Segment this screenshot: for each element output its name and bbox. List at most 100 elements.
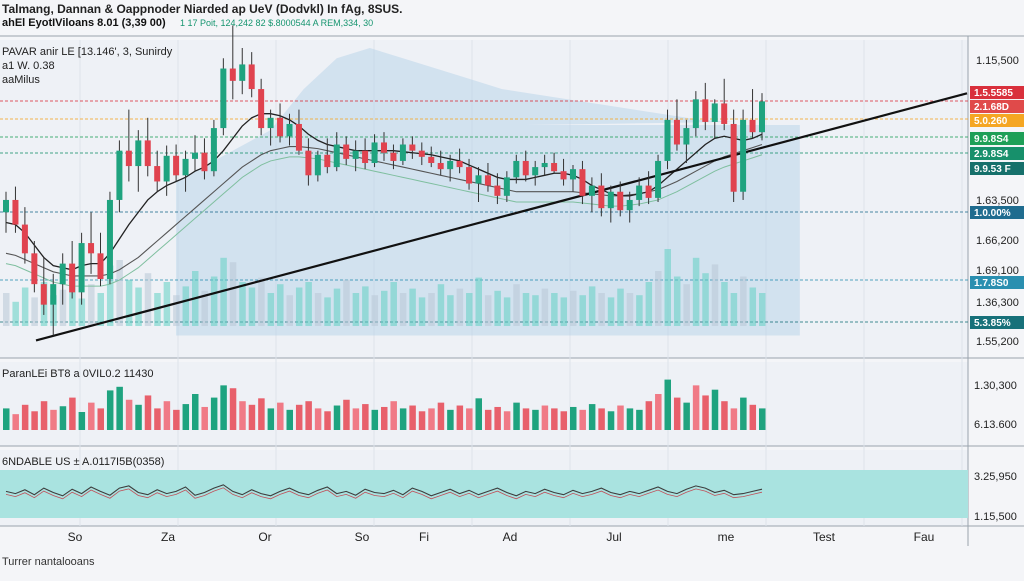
candle-body (21, 224, 28, 254)
volume-bar (447, 409, 454, 430)
overlay-volume-bar (447, 295, 454, 326)
overlay-volume-bar (324, 297, 331, 326)
candle-body (673, 119, 680, 145)
overlay-volume-bar (135, 287, 142, 326)
oscillator-line (5, 484, 763, 497)
overlay-volume-bar (3, 293, 10, 326)
candle-body (12, 199, 19, 225)
overlay-volume-bar (759, 293, 766, 326)
overlay-volume-bar (702, 273, 709, 326)
volume-bar (21, 404, 29, 430)
candle-body (50, 284, 57, 305)
overlay-volume-bar (229, 262, 237, 326)
overlay-volume-bar (97, 293, 104, 326)
candle-body (201, 152, 208, 172)
oscillator-panel-label: 6NDABLE US ± A.0117I5B(0358) (2, 456, 165, 468)
candle-body (626, 199, 633, 211)
volume-bar (513, 402, 520, 430)
candle-body (532, 167, 539, 176)
volume-bar (192, 394, 199, 430)
overlay-volume-bar (381, 290, 388, 326)
volume-bar (711, 389, 719, 430)
candle-body (125, 150, 132, 167)
volume-bar (333, 405, 341, 430)
overlay-volume-bar (31, 297, 38, 326)
volume-bar (503, 411, 511, 430)
volume-bar (163, 401, 171, 430)
oscillator-axis-label: 1.15,500 (974, 511, 1017, 523)
volume-bar (655, 394, 662, 430)
volume-bar (277, 402, 284, 430)
candle-body (144, 140, 151, 167)
overlay-volume-bar (116, 260, 123, 326)
candle-body (513, 160, 520, 178)
candle-body (229, 68, 236, 81)
volume-bar (248, 404, 256, 430)
candle-body (314, 154, 321, 176)
overlay-volume-bar (286, 295, 293, 326)
overlay-volume-bar (494, 290, 501, 326)
volume-bar (683, 402, 690, 430)
overlay-volume-bar (277, 284, 284, 326)
volume-bar (286, 409, 293, 430)
overlay-volume-bar (352, 293, 360, 326)
candle-body (135, 140, 142, 167)
overlay-volume-bar (409, 288, 416, 326)
volume-bar (88, 402, 95, 430)
price-tag (970, 316, 1024, 329)
candle-body (343, 144, 350, 159)
overlay-volume-bar (484, 295, 492, 326)
volume-bar (3, 408, 10, 430)
overlay-volume-bar (598, 293, 605, 326)
volume-bar (475, 398, 482, 430)
overlay-volume-bar (333, 288, 341, 326)
volume-bar (588, 404, 596, 430)
volume-bar (466, 408, 473, 430)
volume-bar (50, 409, 57, 430)
overlay-volume-bar (730, 293, 738, 326)
overlay-volume-bar (532, 295, 539, 326)
volume-panel-label: ParanLEi BT8 a 0VIL0.2 11430 (2, 368, 154, 380)
candle-body (466, 167, 473, 184)
x-axis-tick-label: Fi (419, 530, 429, 544)
price-axis-label: 1.15,500 (976, 55, 1019, 67)
main-panel-sublabel-2: aaMilus (2, 74, 40, 86)
main-panel-label: PAVAR anir LE [13.146', 3, Sunirdy (2, 46, 173, 58)
x-axis-tick-label: Ad (503, 530, 518, 544)
trendline (35, 92, 968, 342)
candle-body (560, 171, 567, 180)
price-tag (970, 132, 1024, 145)
overlay-volume-bar (456, 288, 464, 326)
candle-body (97, 253, 104, 279)
x-axis-tick-label: So (355, 530, 370, 544)
candle-body (267, 117, 274, 129)
overlay-volume-bar (475, 277, 482, 326)
volume-bar (125, 399, 133, 430)
candle-body (59, 263, 66, 285)
overlay-volume-bar (664, 249, 671, 326)
volume-bar (352, 408, 360, 430)
volume-bar (598, 408, 605, 430)
volume-bar (97, 408, 104, 430)
overlay-volume-bar (617, 288, 624, 326)
candle-body (475, 175, 482, 184)
candle-body (192, 152, 198, 159)
overlay-volume-bar (210, 276, 218, 326)
volume-bar (390, 401, 397, 430)
candle-body (106, 199, 113, 279)
volume-bar (267, 408, 275, 430)
overlay-volume-bar (163, 282, 171, 326)
volume-bar (560, 411, 568, 430)
volume-bar (343, 399, 350, 430)
volume-bar (418, 411, 426, 430)
candle-body (570, 169, 576, 180)
volume-bar (456, 405, 464, 430)
overlay-volume-bar (721, 282, 728, 326)
candle-body (494, 185, 501, 196)
candle-body (381, 142, 387, 153)
candle-body (409, 144, 416, 151)
candle-body (295, 123, 302, 151)
volume-bar (371, 409, 379, 430)
price-tag (970, 86, 1024, 99)
candle-body (721, 103, 728, 124)
